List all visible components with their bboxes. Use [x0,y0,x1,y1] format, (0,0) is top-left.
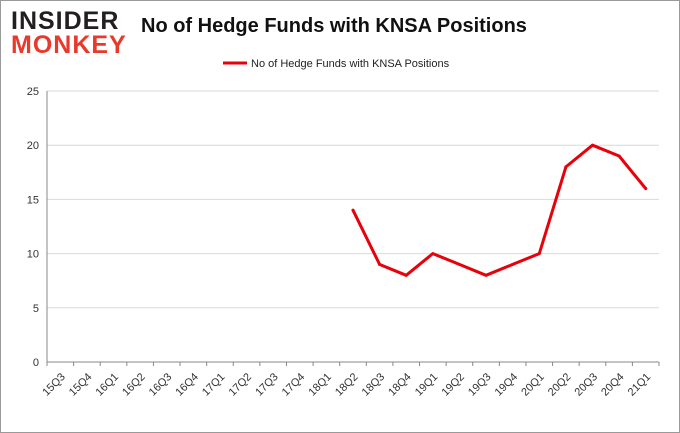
data-point [564,165,568,169]
y-tick-labels: 0 5 10 15 20 25 [27,86,39,369]
x-tick-label: 20Q2 [546,371,574,399]
legend-label: No of Hedge Funds with KNSA Positions [251,58,450,70]
x-tick-labels: 15Q3 15Q4 16Q1 16Q2 16Q3 16Q4 17Q1 17Q2 17Q3 17Q4… [40,371,653,399]
y-tick-label: 10 [27,249,39,261]
logo-line-1: INSIDER [11,7,120,35]
x-tick-label: 20Q1 [519,371,547,399]
series-line-0 [351,143,648,277]
x-tick-label: 16Q4 [173,371,201,399]
x-tick-label: 17Q1 [200,371,228,399]
x-tick-label: 19Q1 [413,371,441,399]
data-point [644,187,648,191]
x-tick-label: 16Q1 [94,371,122,399]
x-tick-label: 17Q2 [227,371,255,399]
x-tick-label: 18Q4 [386,371,414,399]
x-tick-label: 20Q3 [573,371,601,399]
insider-monkey-logo: INSIDER MONKEY [11,9,129,59]
y-tick-label: 15 [27,194,39,206]
data-point [511,262,515,266]
x-tick-label: 19Q4 [493,371,521,399]
x-tick-label: 16Q2 [120,371,148,399]
data-point [484,273,488,277]
y-tick-label: 25 [27,86,39,98]
x-tick-label: 18Q3 [360,371,388,399]
x-tick-label: 18Q2 [333,371,361,399]
data-point [431,252,435,256]
x-tick-label: 15Q3 [40,371,68,399]
x-tick-label: 17Q4 [280,371,308,399]
y-tick-label: 0 [33,357,39,369]
x-tick-label: 21Q1 [626,371,654,399]
x-tick-label: 20Q4 [599,371,627,399]
x-tick-label: 16Q3 [147,371,175,399]
chart-title: No of Hedge Funds with KNSA Positions [141,15,527,37]
x-tick-label: 15Q4 [67,371,95,399]
data-point [537,252,541,256]
data-point [590,143,594,147]
data-point [378,262,382,266]
logo-line-2: MONKEY [11,31,127,59]
y-tick-label: 20 [27,140,39,152]
data-point [404,273,408,277]
series-layer [351,143,648,277]
legend: No of Hedge Funds with KNSA Positions [223,58,450,70]
x-tick-label: 19Q2 [439,371,467,399]
grid-lines [47,90,659,309]
y-tick-label: 5 [33,303,39,315]
axes [46,91,660,366]
x-tick-label: 17Q3 [253,371,281,399]
x-tick-label: 19Q3 [466,371,494,399]
data-point [351,208,355,212]
data-point [617,154,621,158]
x-tick-label: 18Q1 [306,371,334,399]
data-point [457,262,461,266]
